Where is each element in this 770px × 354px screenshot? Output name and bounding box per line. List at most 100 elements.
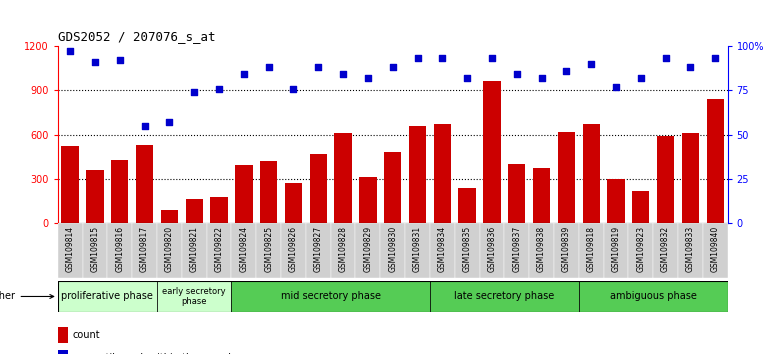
Bar (260, 161, 277, 223)
Text: GSM109831: GSM109831 (413, 226, 422, 272)
Text: ambiguous phase: ambiguous phase (610, 291, 697, 302)
Text: GSM109832: GSM109832 (661, 226, 670, 272)
Text: GSM109830: GSM109830 (388, 226, 397, 272)
Point (659, 56, 671, 61)
Bar (330, 223, 356, 278)
Bar (554, 223, 579, 278)
Bar (681, 133, 699, 223)
Text: GSM109816: GSM109816 (116, 226, 124, 272)
Text: GSM109828: GSM109828 (339, 226, 347, 272)
Text: GSM109833: GSM109833 (686, 226, 695, 272)
Bar (458, 188, 476, 223)
Bar (281, 223, 306, 278)
Bar (604, 223, 628, 278)
Point (312, 64, 324, 70)
Point (535, 75, 547, 81)
Bar (161, 210, 178, 223)
Bar (157, 281, 232, 312)
Bar (310, 154, 327, 223)
Bar (430, 223, 455, 278)
Text: GSM109824: GSM109824 (239, 226, 249, 272)
Text: GSM109822: GSM109822 (215, 226, 223, 272)
Bar (384, 152, 401, 223)
Text: GSM109821: GSM109821 (189, 226, 199, 272)
Bar (557, 132, 575, 223)
Text: GSM109814: GSM109814 (65, 226, 75, 272)
Bar (111, 160, 129, 223)
Point (188, 89, 200, 95)
Bar (132, 223, 157, 278)
Bar (86, 170, 104, 223)
Bar (678, 223, 703, 278)
Bar (206, 223, 232, 278)
Bar (508, 164, 525, 223)
Bar (484, 81, 500, 223)
Bar (62, 146, 79, 223)
Bar (58, 281, 157, 312)
Point (263, 64, 275, 70)
Point (238, 72, 250, 77)
Bar (58, 327, 68, 343)
Text: GSM109835: GSM109835 (463, 226, 472, 272)
Point (163, 119, 176, 125)
Bar (409, 126, 427, 223)
Text: mid secretory phase: mid secretory phase (281, 291, 380, 302)
Text: GSM109840: GSM109840 (711, 226, 720, 272)
Text: GSM109839: GSM109839 (562, 226, 571, 272)
Point (337, 72, 350, 77)
Bar (703, 223, 728, 278)
Point (114, 57, 126, 63)
Text: GSM109818: GSM109818 (587, 226, 596, 272)
Bar (232, 281, 430, 312)
Bar (232, 223, 256, 278)
Bar (210, 197, 228, 223)
Text: GDS2052 / 207076_s_at: GDS2052 / 207076_s_at (58, 30, 216, 44)
Point (362, 75, 374, 81)
Bar (157, 223, 182, 278)
Point (511, 72, 523, 77)
Text: GSM109837: GSM109837 (512, 226, 521, 272)
Bar (653, 223, 678, 278)
Bar (434, 124, 451, 223)
Bar (256, 223, 281, 278)
Bar (430, 281, 579, 312)
Text: GSM109834: GSM109834 (438, 226, 447, 272)
Bar (136, 145, 153, 223)
Bar (579, 281, 728, 312)
Bar (657, 136, 675, 223)
Point (287, 86, 300, 91)
Point (64, 48, 76, 54)
Text: GSM109815: GSM109815 (90, 226, 99, 272)
Bar (405, 223, 430, 278)
Point (585, 61, 598, 67)
Bar (82, 223, 107, 278)
Bar (632, 190, 649, 223)
Text: percentile rank within the sample: percentile rank within the sample (72, 353, 237, 354)
Point (139, 123, 151, 129)
Bar (608, 179, 624, 223)
Bar (533, 169, 551, 223)
Text: proliferative phase: proliferative phase (62, 291, 153, 302)
Bar (306, 223, 330, 278)
Bar (455, 223, 480, 278)
Bar (359, 177, 377, 223)
Bar (579, 223, 604, 278)
Text: other: other (0, 291, 54, 302)
Bar (107, 223, 132, 278)
Point (634, 75, 647, 81)
Point (436, 56, 448, 61)
Point (387, 64, 399, 70)
Text: GSM109823: GSM109823 (636, 226, 645, 272)
Point (610, 84, 622, 90)
Bar (380, 223, 405, 278)
Text: GSM109829: GSM109829 (363, 226, 373, 272)
Bar (186, 199, 203, 223)
Text: count: count (72, 330, 100, 340)
Text: GSM109836: GSM109836 (487, 226, 497, 272)
Bar (628, 223, 653, 278)
Bar (58, 223, 82, 278)
Point (486, 56, 498, 61)
Text: GSM109827: GSM109827 (313, 226, 323, 272)
Text: GSM109826: GSM109826 (289, 226, 298, 272)
Text: GSM109817: GSM109817 (140, 226, 149, 272)
